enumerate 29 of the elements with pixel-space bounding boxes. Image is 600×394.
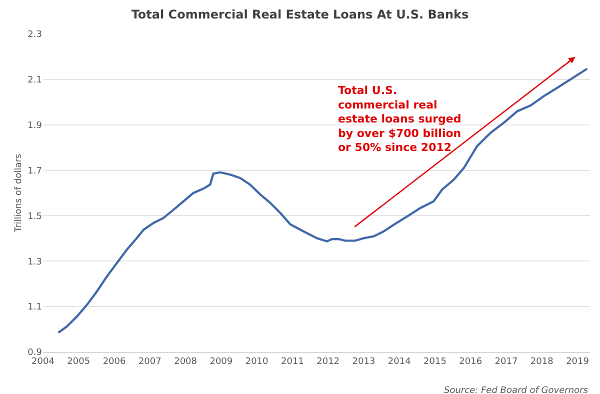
x-tick-label: 2015 bbox=[424, 356, 446, 367]
x-tick-label: 2017 bbox=[494, 356, 518, 367]
x-tick-label: 2010 bbox=[245, 356, 269, 367]
source-note: Source: Fed Board of Governors bbox=[444, 386, 588, 394]
y-tick-label: 1.7 bbox=[28, 166, 42, 176]
x-tick-label: 2012 bbox=[316, 356, 340, 367]
x-tick-label: 2011 bbox=[280, 356, 304, 367]
x-tick-label: 2006 bbox=[102, 356, 126, 367]
y-tick-label: 0.9 bbox=[28, 348, 42, 358]
x-tick-label: 2018 bbox=[530, 356, 554, 367]
y-tick-label: 2.1 bbox=[28, 76, 42, 86]
y-tick-label: 1.5 bbox=[28, 212, 42, 222]
line-series bbox=[57, 68, 588, 334]
y-tick-label: 1.1 bbox=[28, 302, 42, 313]
x-tick-label: 2013 bbox=[352, 356, 376, 367]
annotation: Total U.S. commercial real estate loans surged by over $700 billion or 50% since 2012 bbox=[338, 84, 462, 154]
x-tick-label: 2019 bbox=[566, 356, 590, 367]
x-tick-label: 2016 bbox=[459, 356, 482, 367]
x-tick-label: 2004 bbox=[32, 356, 55, 367]
x-tick-label: 2008 bbox=[174, 356, 198, 367]
y-tick-label: 2.3 bbox=[28, 30, 42, 40]
x-tick-label: 2009 bbox=[210, 356, 233, 367]
x-tick-label: 2007 bbox=[138, 356, 162, 367]
chart-title: Total Commercial Real Estate Loans At U.S. Banks bbox=[131, 7, 469, 22]
y-axis-title: Trillions of dollars bbox=[14, 154, 24, 234]
x-tick-label: 2005 bbox=[67, 356, 90, 367]
y-tick-label: 1.3 bbox=[28, 257, 42, 268]
x-tick-label: 2014 bbox=[388, 356, 412, 367]
y-tick-label: 1.9 bbox=[28, 121, 42, 132]
